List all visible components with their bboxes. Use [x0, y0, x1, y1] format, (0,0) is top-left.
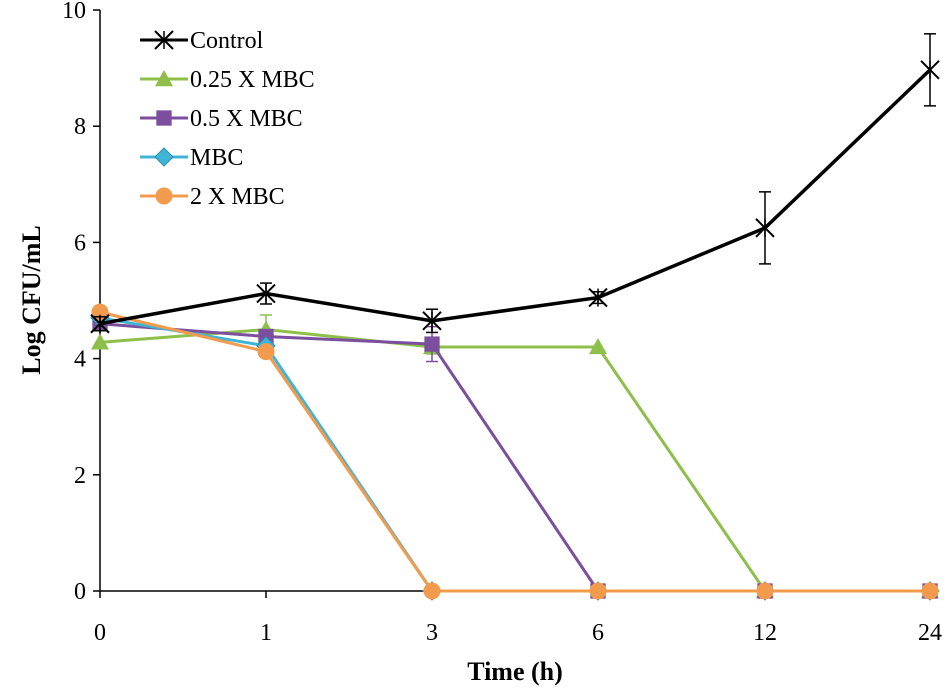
data-point [90, 314, 110, 334]
y-tick-label: 10 [62, 0, 86, 24]
series-control [90, 33, 940, 334]
data-point [755, 218, 775, 238]
legend-marker [155, 187, 173, 205]
series-0-5-x-mbc [92, 316, 938, 599]
legend-label: 0.25 X MBC [190, 67, 315, 93]
series-line [99, 316, 930, 593]
series-line [99, 322, 930, 593]
y-tick-label: 8 [74, 114, 86, 140]
data-point [589, 582, 607, 600]
x-tick-label: 24 [918, 620, 942, 646]
series-line [99, 310, 930, 593]
data-point [422, 311, 442, 331]
legend-item: Control [140, 28, 264, 54]
legend-label: 0.5 X MBC [190, 106, 303, 132]
legend-item: 0.25 X MBC [140, 67, 315, 93]
data-point [423, 582, 441, 600]
series-0-25-x-mbc [91, 314, 939, 599]
data-point [257, 343, 275, 361]
x-axis-title: Time (h) [467, 657, 563, 686]
x-tick-label: 6 [592, 620, 604, 646]
data-point [756, 582, 774, 600]
y-ticks: 0 2 4 6 8 10 [62, 0, 100, 605]
x-tick-label: 0 [94, 620, 106, 646]
series-mbc [90, 308, 940, 601]
data-point [920, 60, 940, 80]
y-tick-label: 6 [74, 230, 86, 256]
legend-label: Control [190, 28, 264, 54]
legend-item: 0.5 X MBC [140, 106, 303, 132]
legend-marker [155, 70, 173, 87]
y-tick-label: 2 [74, 463, 86, 489]
y-tick-label: 4 [74, 347, 86, 373]
series-line [99, 328, 930, 593]
x-ticks: 0 1 3 6 12 24 [94, 591, 942, 646]
y-tick-label: 0 [74, 579, 86, 605]
x-tick-label: 3 [426, 620, 438, 646]
series-layer [90, 33, 940, 601]
legend-label: 2 X MBC [190, 184, 285, 210]
data-point [256, 283, 276, 304]
y-axis-title: Log CFU/mL [17, 225, 46, 375]
x-tick-label: 12 [753, 620, 777, 646]
legend: Control 0.25 X MBC 0.5 X MBC MBC 2 X MBC [140, 28, 315, 210]
data-point [588, 287, 608, 308]
legend-item: 2 X MBC [140, 184, 285, 210]
data-point [91, 333, 109, 350]
data-point [921, 582, 939, 600]
legend-marker [156, 110, 172, 126]
series-line [99, 68, 932, 326]
legend-label: MBC [190, 145, 243, 171]
x-tick-label: 1 [260, 620, 272, 646]
legend-marker [154, 30, 174, 50]
data-point [424, 336, 440, 352]
legend-marker [154, 147, 174, 167]
data-point [589, 337, 607, 355]
legend-item: MBC [140, 145, 243, 171]
